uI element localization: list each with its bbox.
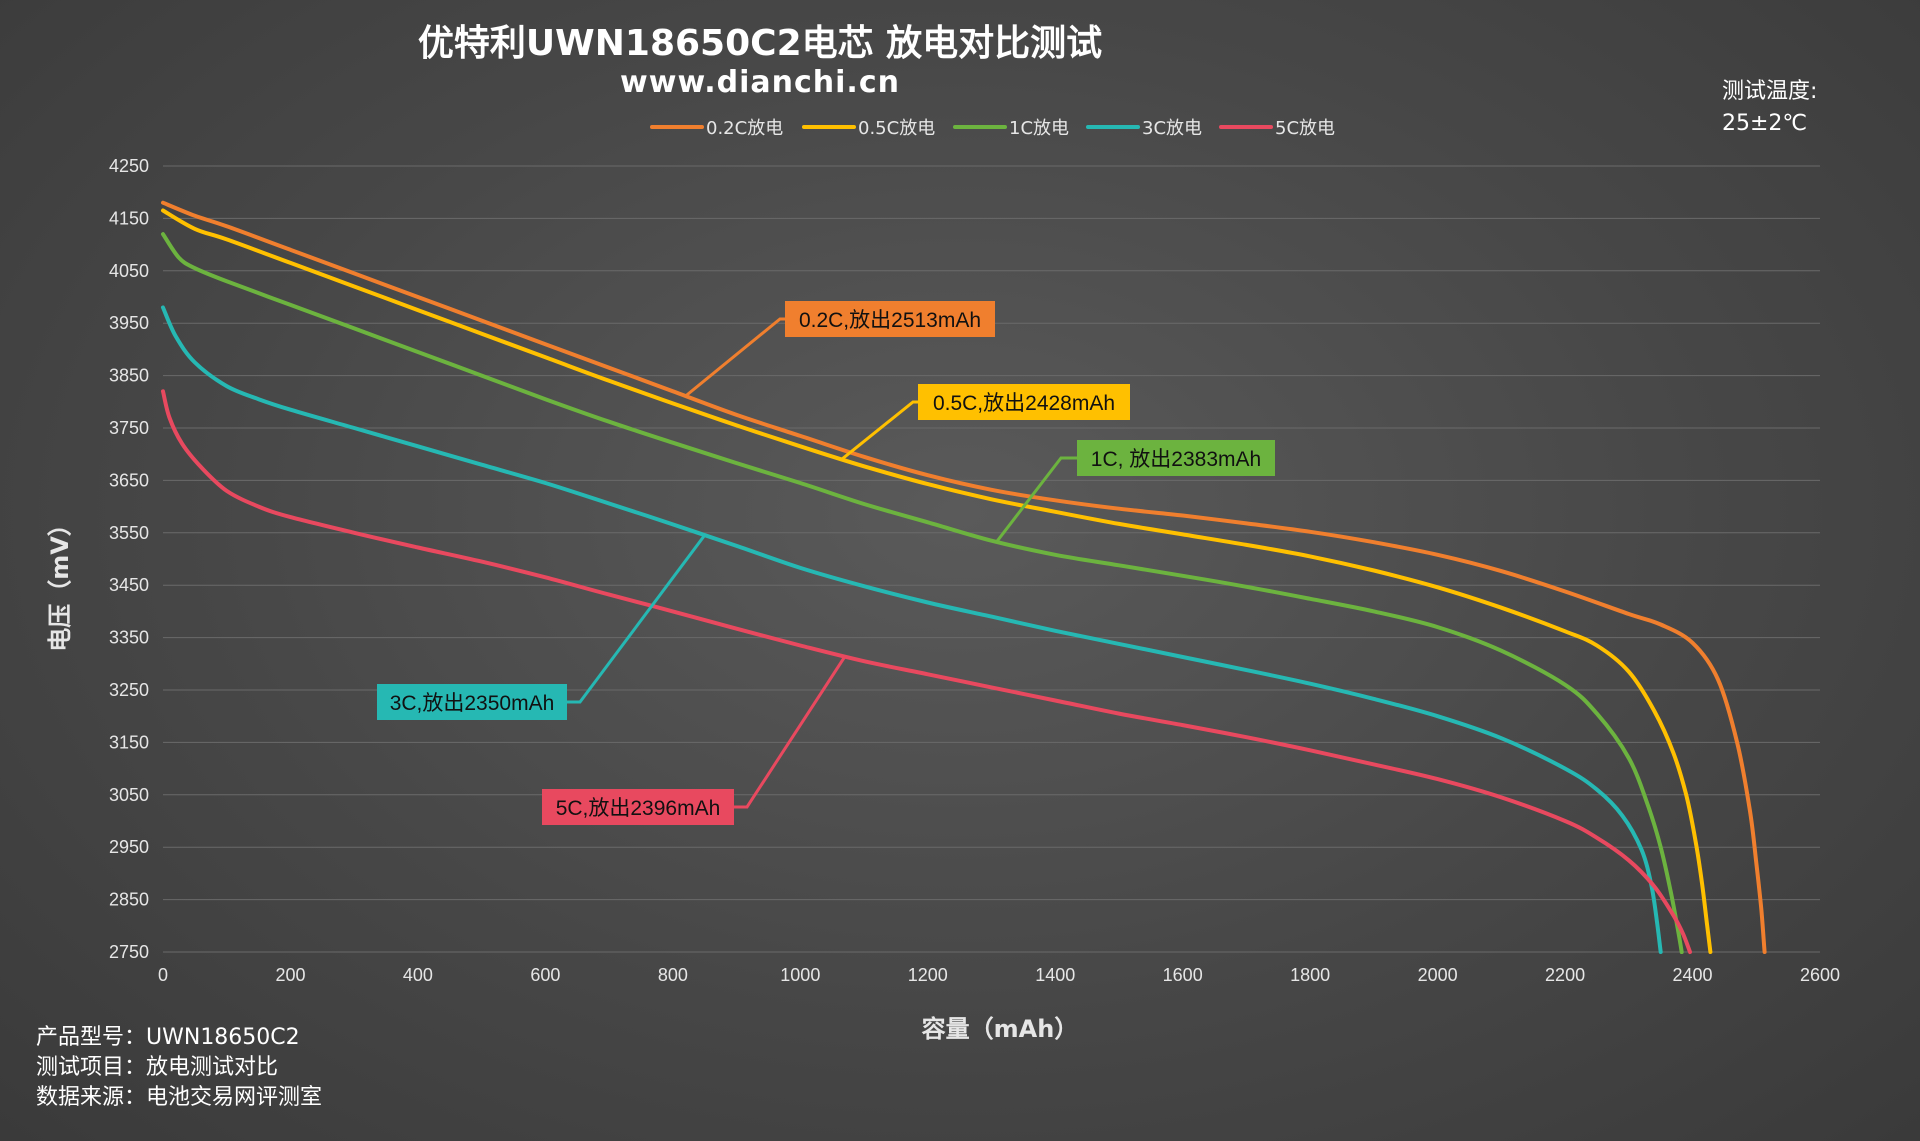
y-tick-label-3350: 3350: [109, 628, 149, 648]
test-item: 测试项目：放电测试对比: [36, 1055, 278, 1080]
callout-leader-3: [567, 534, 706, 704]
y-tick-label-2750: 2750: [109, 942, 149, 962]
y-tick-label-3450: 3450: [109, 575, 149, 595]
temperature-label: 测试温度:: [1722, 79, 1817, 104]
series-line-3: [161, 305, 1663, 954]
data-source: 数据来源：电池交易网评测室: [36, 1085, 322, 1110]
x-axis-ticks: 0 200 400 600 800 1000 1200 1400 1600 1800 2000 220…: [158, 965, 1840, 985]
legend-label-3: 3C放电: [1142, 118, 1202, 139]
x-tick-label-2600: 2600: [1800, 965, 1840, 985]
y-tick-label-4050: 4050: [109, 261, 149, 281]
y-tick-label-3650: 3650: [109, 470, 149, 490]
series-line-2: [161, 232, 1684, 954]
callout-leader-2: [995, 456, 1077, 543]
series-line-4: [161, 389, 1692, 954]
x-tick-label-1400: 1400: [1035, 965, 1075, 985]
callout-leader-0: [684, 317, 785, 398]
y-axis-title: 电压（mV）: [46, 512, 74, 652]
x-tick-label-1000: 1000: [780, 965, 820, 985]
x-tick-label-1800: 1800: [1290, 965, 1330, 985]
legend-label-1: 0.5C放电: [858, 118, 935, 139]
y-tick-label-3250: 3250: [109, 680, 149, 700]
x-tick-label-600: 600: [530, 965, 560, 985]
x-tick-label-2400: 2400: [1673, 965, 1713, 985]
x-tick-label-1600: 1600: [1163, 965, 1203, 985]
y-tick-label-3050: 3050: [109, 785, 149, 805]
callout-label-0: 0.2C,放出2513mAh: [799, 309, 981, 332]
x-tick-label-2200: 2200: [1545, 965, 1585, 985]
x-tick-label-400: 400: [403, 965, 433, 985]
callout-label-1: 0.5C,放出2428mAh: [933, 392, 1115, 415]
callout-box-4: [542, 789, 734, 825]
y-tick-label-2850: 2850: [109, 890, 149, 910]
callout-leader-1: [840, 400, 918, 461]
callout-box-1: [918, 384, 1130, 420]
grid: [163, 165, 1820, 953]
callout-label-3: 3C,放出2350mAh: [390, 692, 555, 715]
x-tick-label-1200: 1200: [908, 965, 948, 985]
x-tick-label-0: 0: [158, 965, 168, 985]
chart-title: 优特利UWN18650C2电芯 放电对比测试: [418, 23, 1102, 64]
y-tick-label-4150: 4150: [109, 208, 149, 228]
product-model: 产品型号：UWN18650C2: [36, 1025, 300, 1050]
callout-leader-4: [734, 655, 847, 809]
callout-box-0: [785, 301, 995, 337]
chart-subtitle: www.dianchi.cn: [620, 65, 900, 100]
series-group: [161, 200, 1767, 954]
series-line-0: [161, 200, 1767, 954]
y-tick-label-3750: 3750: [109, 418, 149, 438]
y-tick-label-3150: 3150: [109, 732, 149, 752]
legend-label-2: 1C放电: [1009, 118, 1069, 139]
legend-label-0: 0.2C放电: [706, 118, 783, 139]
y-tick-label-3550: 3550: [109, 523, 149, 543]
legend-label-4: 5C放电: [1275, 118, 1335, 139]
y-tick-label-3850: 3850: [109, 366, 149, 386]
callout-box-3: [377, 684, 567, 720]
x-tick-label-800: 800: [658, 965, 688, 985]
x-tick-label-2000: 2000: [1418, 965, 1458, 985]
callouts: 0.2C,放出2513mAh 0.5C,放出2428mAh 1C, 放出2383mA…: [377, 301, 1275, 825]
callout-label-2: 1C, 放出2383mAh: [1091, 448, 1261, 471]
y-tick-label-3950: 3950: [109, 313, 149, 333]
legend: 0.2C放电 0.5C放电 1C放电 3C放电 5C放电: [650, 118, 1335, 139]
y-axis-ticks: 2750 2850 2950 3050 3150 3250 3350 3450 3550 3650…: [109, 156, 149, 962]
temperature-value: 25±2℃: [1722, 111, 1807, 136]
callout-box-2: [1077, 440, 1275, 476]
y-tick-label-4250: 4250: [109, 156, 149, 176]
y-tick-label-2950: 2950: [109, 837, 149, 857]
series-line-1: [161, 208, 1713, 954]
x-tick-label-200: 200: [275, 965, 305, 985]
callout-label-4: 5C,放出2396mAh: [556, 797, 721, 820]
x-axis-title: 容量（mAh）: [922, 1015, 1079, 1043]
